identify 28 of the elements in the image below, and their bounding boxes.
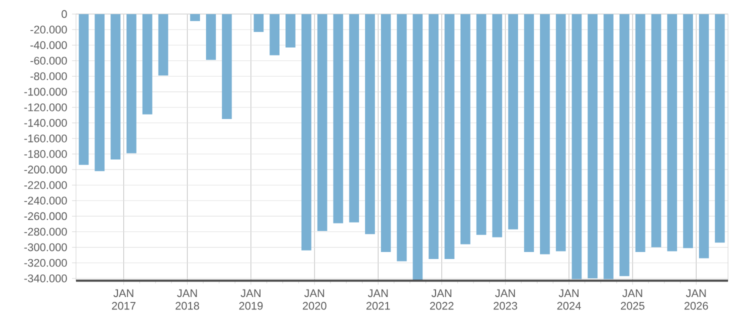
y-tick-label: -180.000	[24, 150, 67, 158]
x-tick-label: JAN 2018	[176, 289, 200, 310]
x-tick-label: JAN 2025	[620, 289, 644, 310]
y-tick-label: -280.000	[24, 228, 67, 236]
x-tick-label: JAN 2023	[494, 289, 518, 310]
y-tick-label: -260.000	[24, 212, 67, 220]
x-tick-label: JAN 2026	[684, 289, 708, 310]
y-tick-label: -100.000	[24, 88, 67, 96]
y-tick-label: -60.000	[30, 56, 67, 65]
y-tick-label: 0	[62, 10, 67, 18]
x-tick-label: JAN 2017	[112, 289, 136, 310]
x-tick-label: JAN 2024	[557, 289, 581, 310]
y-tick-label: -220.000	[24, 181, 67, 190]
y-tick-label: -160.000	[24, 134, 67, 142]
x-tick-label: JAN 2019	[239, 289, 263, 310]
x-tick-label: JAN 2021	[366, 289, 390, 310]
x-tick-label: JAN 2020	[302, 289, 326, 310]
y-tick-label: -20.000	[30, 26, 67, 34]
y-tick-label: -300.000	[24, 243, 67, 252]
y-tick-label: -140.000	[24, 119, 67, 127]
y-tick-label: -120.000	[24, 103, 67, 112]
y-tick-label: -40.000	[30, 41, 67, 50]
y-tick-label: -240.000	[24, 196, 67, 205]
y-tick-label: -320.000	[24, 258, 67, 267]
y-tick-label: -200.000	[24, 166, 67, 174]
y-tick-label: -80.000	[30, 72, 67, 80]
x-tick-label: JAN 2022	[430, 289, 454, 310]
y-tick-label: -340.000	[24, 274, 67, 282]
